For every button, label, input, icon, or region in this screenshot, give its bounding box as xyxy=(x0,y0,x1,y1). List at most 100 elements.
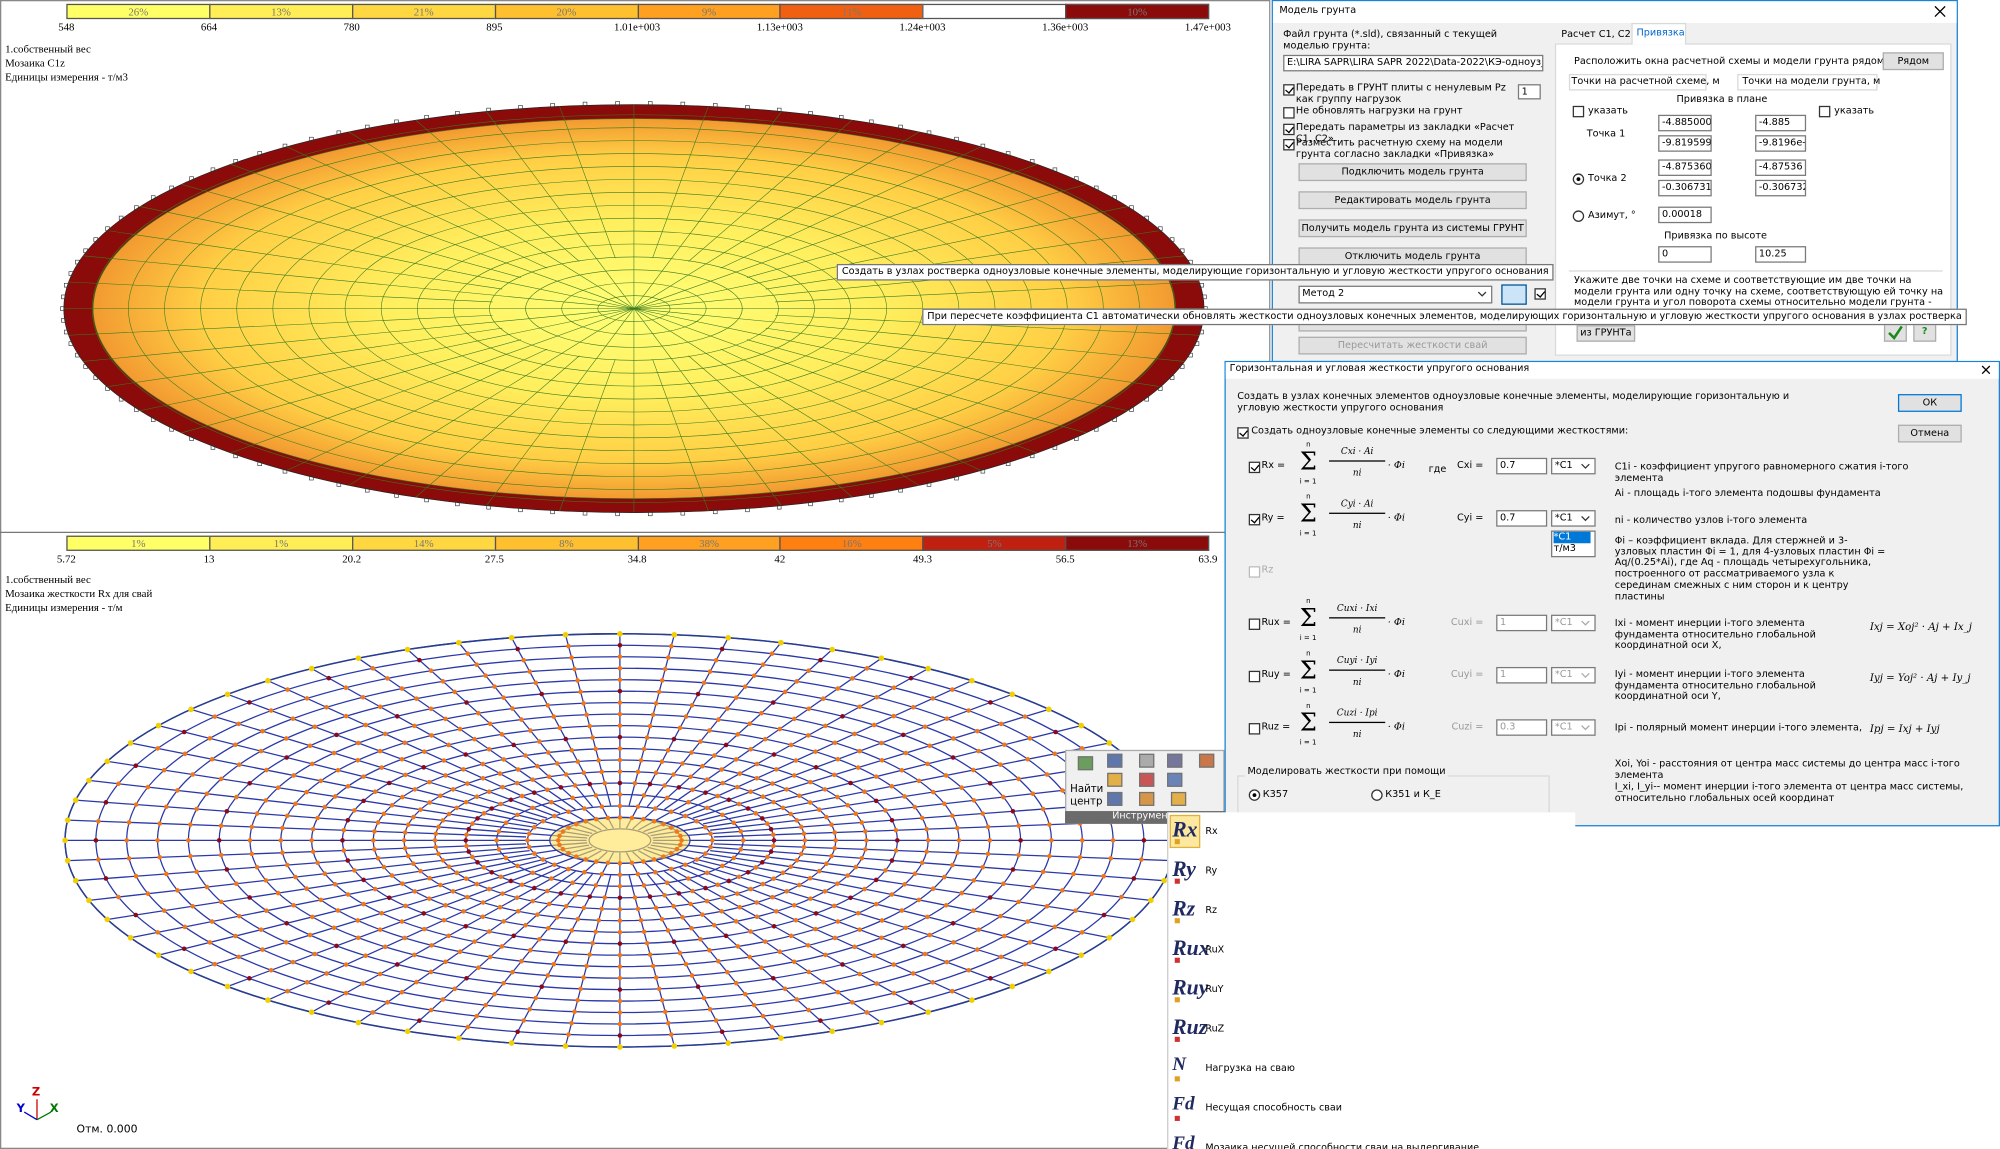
text-input[interactable]: *C1 xyxy=(1551,457,1596,475)
checkbox[interactable] xyxy=(1248,723,1261,735)
node xyxy=(822,889,828,894)
chevron xyxy=(1581,672,1590,678)
checkbox[interactable] xyxy=(1283,84,1295,96)
text-input[interactable]: 0.3 xyxy=(1496,719,1548,736)
node xyxy=(617,895,623,901)
tool-icon[interactable] xyxy=(1167,753,1183,768)
icon-button[interactable] xyxy=(1501,284,1527,305)
text-input[interactable]: -4.885000 xyxy=(1658,114,1712,132)
node xyxy=(829,646,836,653)
node xyxy=(64,857,71,864)
checkbox[interactable] xyxy=(1248,670,1261,683)
text-input[interactable]: 0 xyxy=(1658,246,1712,263)
radio[interactable] xyxy=(1572,173,1585,185)
text-input[interactable]: -9.8196e- xyxy=(1755,135,1807,152)
text-input[interactable]: 0.00018 xyxy=(1658,206,1712,224)
button[interactable]: ? xyxy=(1913,322,1937,342)
tool-icon[interactable] xyxy=(1170,791,1187,806)
button[interactable]: Получить модель грунта из системы ГРУНТ xyxy=(1298,219,1527,238)
tool-icon[interactable] xyxy=(1107,772,1123,787)
node xyxy=(1005,461,1011,467)
node xyxy=(889,858,895,863)
checkbox[interactable] xyxy=(1818,105,1831,118)
node xyxy=(1060,788,1065,793)
checkbox[interactable] xyxy=(1237,427,1249,439)
text-input[interactable]: -4.87536 xyxy=(1755,159,1807,176)
radio[interactable] xyxy=(1248,789,1261,801)
checkbox[interactable] xyxy=(1572,105,1585,118)
checkbox[interactable] xyxy=(1283,123,1295,136)
menu-item[interactable] xyxy=(1168,972,1574,1008)
checkbox[interactable] xyxy=(1248,618,1261,630)
text-input[interactable]: -9.819599 xyxy=(1658,135,1712,152)
radio[interactable] xyxy=(1572,210,1585,222)
mesh-radial xyxy=(600,305,634,309)
text-input[interactable]: Метод 2 xyxy=(1298,285,1493,304)
node xyxy=(519,793,525,799)
node xyxy=(440,818,446,823)
node xyxy=(802,838,808,843)
menu-item[interactable] xyxy=(1168,932,1574,968)
tool-icon[interactable] xyxy=(1077,756,1094,771)
node xyxy=(207,736,213,741)
menu-item[interactable] xyxy=(1168,893,1574,929)
tab[interactable] xyxy=(1631,22,1687,45)
tool-icon[interactable] xyxy=(1139,791,1155,806)
node xyxy=(546,750,551,755)
close-button[interactable] xyxy=(1980,363,1993,376)
button[interactable]: Отключить модель грунта xyxy=(1298,247,1527,266)
tab[interactable] xyxy=(1556,25,1631,44)
button[interactable]: Отмена xyxy=(1897,424,1962,443)
checkbox[interactable] xyxy=(1283,139,1295,151)
text-input[interactable]: 0.7 xyxy=(1496,510,1548,527)
tool-icon[interactable] xyxy=(1107,753,1123,768)
node xyxy=(680,101,686,107)
input-value: 1 xyxy=(1499,615,1507,628)
checkbox[interactable] xyxy=(1248,461,1261,474)
button[interactable]: Подключить модель грунта xyxy=(1298,163,1527,182)
checkbox[interactable] xyxy=(1283,107,1295,119)
node xyxy=(777,949,783,955)
node xyxy=(581,701,586,706)
menu-item[interactable] xyxy=(1168,1011,1574,1047)
text-input[interactable]: -0.306731 xyxy=(1658,179,1712,197)
text-input[interactable]: *C1 xyxy=(1551,614,1596,632)
button[interactable]: ОК xyxy=(1897,394,1962,412)
tool-icon[interactable] xyxy=(1107,791,1123,806)
button[interactable]: Рядом xyxy=(1882,52,1944,71)
node xyxy=(282,468,288,474)
tool-icon[interactable] xyxy=(1198,753,1215,768)
tool-icon[interactable] xyxy=(1139,772,1155,787)
tool-icon[interactable] xyxy=(1139,753,1155,768)
node xyxy=(394,714,400,719)
text-input[interactable]: 10.25 xyxy=(1755,246,1807,263)
checkbox[interactable] xyxy=(1248,513,1261,526)
text-input[interactable]: 1 xyxy=(1496,614,1548,632)
node xyxy=(540,818,546,824)
node xyxy=(617,746,623,751)
text-input[interactable]: *C1 xyxy=(1551,666,1596,684)
tool-icon[interactable] xyxy=(1167,772,1183,787)
node xyxy=(725,634,731,641)
node xyxy=(617,975,623,981)
text-input[interactable]: *C1 xyxy=(1551,510,1596,527)
checkbox[interactable] xyxy=(1534,288,1546,300)
text-input[interactable]: E:\LIRA SAPR\LIRA SAPR 2022\Data-2022\КЭ… xyxy=(1283,54,1544,72)
button[interactable]: Редактировать модель грунта xyxy=(1298,191,1527,210)
text-input[interactable]: 1 xyxy=(1496,666,1548,684)
text-input[interactable]: *C1 xyxy=(1551,719,1596,736)
node xyxy=(260,728,265,734)
text-input[interactable]: 0.7 xyxy=(1496,457,1548,475)
text-input[interactable]: -4.885 xyxy=(1755,114,1807,132)
menu-item[interactable] xyxy=(1168,814,1574,850)
button[interactable]: Пересчитать жесткости свай xyxy=(1298,336,1527,355)
menu-item[interactable] xyxy=(1168,853,1574,889)
radio[interactable] xyxy=(1371,789,1383,801)
text-input[interactable]: -0.306732 xyxy=(1755,179,1807,197)
close-button[interactable] xyxy=(1932,4,1947,19)
formula: Iyj = Yoj² · Aj + Iy_j xyxy=(1869,672,1971,684)
where: где xyxy=(1428,462,1447,475)
text-input[interactable]: -4.875360 xyxy=(1658,159,1712,176)
text-input[interactable]: 1 xyxy=(1517,84,1541,100)
button[interactable]: из ГРУНТа xyxy=(1576,325,1636,342)
